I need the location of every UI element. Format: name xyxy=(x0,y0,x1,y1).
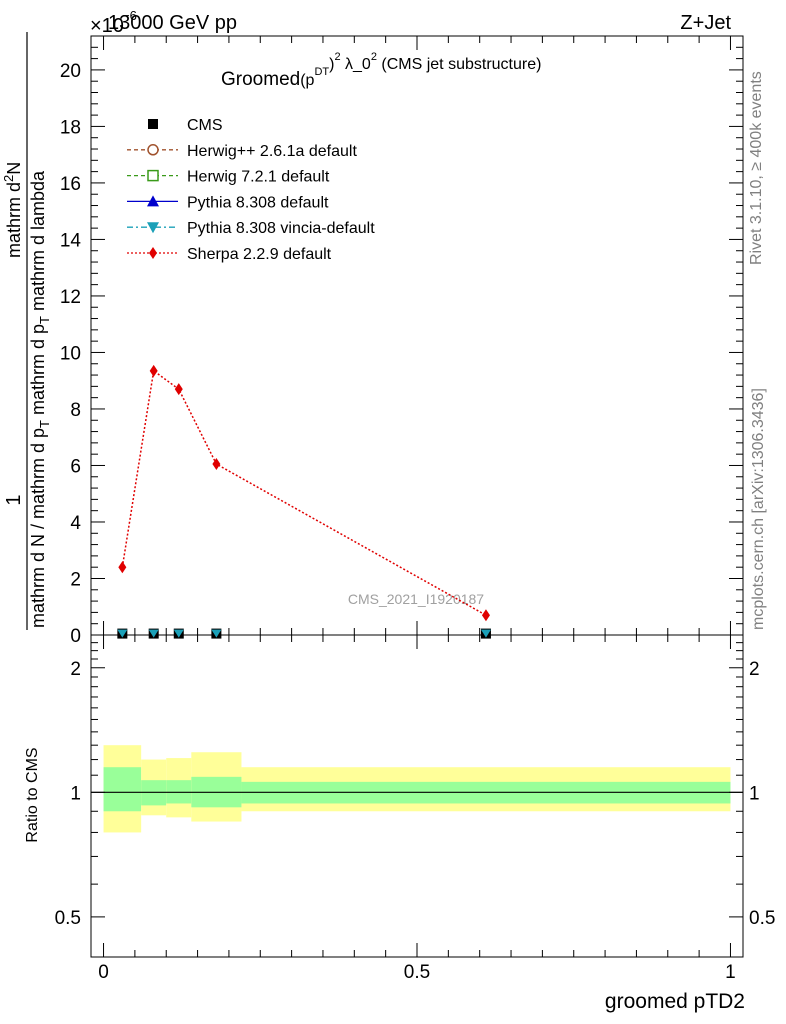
legend-marker-triangle xyxy=(147,195,159,207)
legend-entry-label: Herwig 7.2.1 default xyxy=(187,169,330,186)
analysis-watermark: CMS_2021_I1920187 xyxy=(348,591,484,607)
x-tick-label: 0.5 xyxy=(404,962,430,983)
y-tick-label: 20 xyxy=(60,61,81,82)
exponent-power: −6 xyxy=(122,8,137,23)
y-tick-label: 8 xyxy=(70,400,81,421)
vincia-marker xyxy=(148,629,159,638)
sherpa-data-point xyxy=(174,383,183,396)
y-tick-label: 0 xyxy=(70,626,81,647)
ratio-y-tick-label: 0.5 xyxy=(55,908,81,929)
rivet-label: Rivet 3.1.10, ≥ 400k events xyxy=(748,71,765,265)
x-tick-label: 0 xyxy=(98,962,109,983)
y-tick-label: 10 xyxy=(60,343,81,364)
energy-label: 13000 GeV pp xyxy=(108,12,237,34)
vincia-marker xyxy=(211,629,222,638)
sherpa-data-point xyxy=(118,561,127,574)
mcplots-label: mcplots.cern.ch [arXiv:1306.3436] xyxy=(750,388,767,630)
process-label: Z+Jet xyxy=(680,12,731,34)
y-tick-label: 12 xyxy=(60,287,81,308)
y-tick-label: 6 xyxy=(70,456,81,477)
ratio-stat-uncertainty-band xyxy=(103,767,142,812)
y-tick-label: 4 xyxy=(70,513,81,534)
sherpa-series-line xyxy=(121,369,487,616)
sherpa-data-point xyxy=(481,609,490,622)
y-tick-label: 14 xyxy=(60,230,82,251)
legend-entry-label: Sherpa 2.2.9 default xyxy=(187,246,332,263)
y-title-numerator: mathrm d2N xyxy=(1,162,24,258)
legend-marker-open-square xyxy=(147,169,159,182)
legend-entry-label: Herwig++ 2.6.1a default xyxy=(187,143,357,160)
x-tick-label: 1 xyxy=(725,962,736,983)
ratio-y-tick-label: 2 xyxy=(70,659,81,680)
sherpa-data-point xyxy=(149,364,158,377)
vincia-marker xyxy=(117,629,128,638)
legend-entry-label: Pythia 8.308 default xyxy=(187,194,329,211)
legend-marker-diamond xyxy=(149,247,157,259)
main-data xyxy=(117,364,491,639)
legend-marker-circle xyxy=(147,144,159,156)
ratio-y-tick-label-right: 1 xyxy=(749,783,760,804)
main-axes: 0 2 4 6 8 10 12 14 16 18 20 xyxy=(60,35,743,647)
y-tick-label: 18 xyxy=(60,117,81,138)
ratio-ylabel: Ratio to CMS xyxy=(24,747,41,842)
ratio-y-tick-label-right: 2 xyxy=(749,659,760,680)
ratio-y-tick-label: 1 xyxy=(70,783,81,804)
sherpa-data-point xyxy=(212,458,221,471)
vincia-marker xyxy=(173,629,184,638)
y-tick-label: 16 xyxy=(60,174,81,195)
y-title-line1: 1 xyxy=(3,494,25,505)
legend-entry-label: CMS xyxy=(187,117,223,134)
ratio-y-tick-label-right: 0.5 xyxy=(749,908,775,929)
y-axis-title: 1 mathrm d N / mathrm d pT mathrm d pT m… xyxy=(1,32,52,630)
plot-title: Groomed(pDT)2 λ_02 (CMS jet substructure… xyxy=(221,51,541,90)
legend: CMS Herwig++ 2.6.1a default Herwig 7.2.1 d… xyxy=(127,117,375,263)
ratio-bands xyxy=(91,745,743,833)
y-tick-label: 2 xyxy=(70,569,81,590)
x-axis-label: groomed pTD2 xyxy=(605,990,745,1013)
legend-marker-triangle-down xyxy=(147,222,159,234)
vincia-marker xyxy=(480,629,491,638)
exponent-label: ×10 xyxy=(90,15,124,37)
legend-entry-label: Pythia 8.308 vincia-default xyxy=(187,220,375,237)
ratio-axes: 0.5 0.5 1 1 2 2 0 0.5 1 xyxy=(55,635,775,983)
y-title-denominator: mathrm d N / mathrm d pT mathrm d pT mat… xyxy=(28,170,52,628)
legend-marker-square xyxy=(148,119,158,129)
